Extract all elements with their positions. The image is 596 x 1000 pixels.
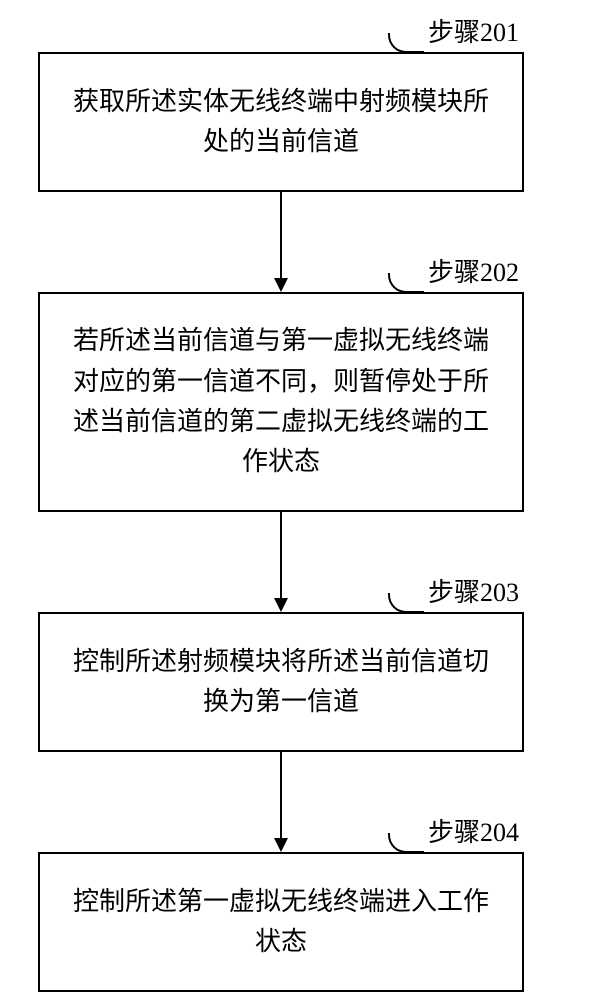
step-label-202: 步骤202 [428,252,519,289]
arrow-head-202-203 [274,598,288,612]
step-box-201: 获取所述实体无线终端中射频模块所处的当前信道 [38,52,524,192]
label-curve-202 [388,273,424,293]
arrow-201-202 [280,192,282,278]
arrow-head-203-204 [274,838,288,852]
step-label-204: 步骤204 [428,812,519,849]
label-curve-204 [388,833,424,853]
step-text-202: 若所述当前信道与第一虚拟无线终端对应的第一信道不同，则暂停处于所述当前信道的第二… [64,321,498,482]
flowchart-container: 步骤201 获取所述实体无线终端中射频模块所处的当前信道 步骤202 若所述当前… [0,0,596,1000]
step-label-203: 步骤203 [428,572,519,609]
label-curve-201 [388,33,424,53]
step-box-202: 若所述当前信道与第一虚拟无线终端对应的第一信道不同，则暂停处于所述当前信道的第二… [38,292,524,512]
step-text-204: 控制所述第一虚拟无线终端进入工作状态 [64,882,498,963]
label-curve-203 [388,593,424,613]
step-label-201: 步骤201 [428,12,519,49]
arrow-203-204 [280,752,282,838]
arrow-202-203 [280,512,282,598]
step-box-203: 控制所述射频模块将所述当前信道切换为第一信道 [38,612,524,752]
arrow-head-201-202 [274,278,288,292]
step-text-201: 获取所述实体无线终端中射频模块所处的当前信道 [64,82,498,163]
step-box-204: 控制所述第一虚拟无线终端进入工作状态 [38,852,524,992]
step-text-203: 控制所述射频模块将所述当前信道切换为第一信道 [64,642,498,723]
